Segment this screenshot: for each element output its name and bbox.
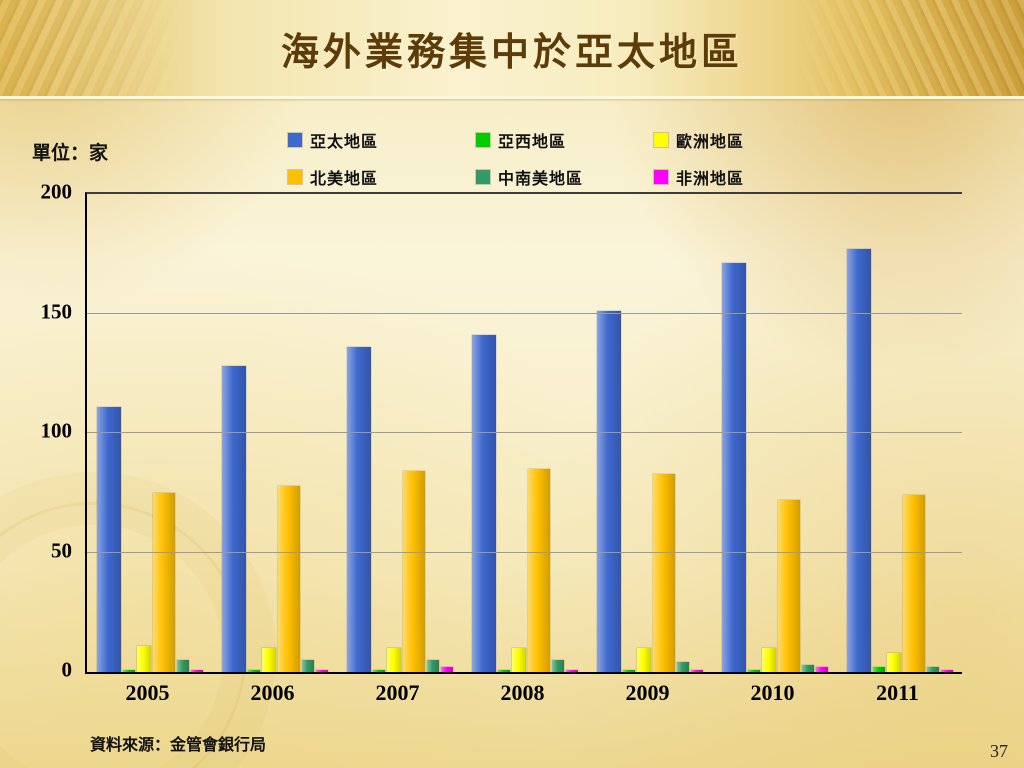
bar-group <box>837 194 962 672</box>
bar <box>122 669 135 672</box>
page-number: 37 <box>990 741 1008 761</box>
source-note: 資料來源：金管會銀行局 <box>90 737 267 754</box>
unit-label: 單位：家 <box>32 143 109 164</box>
bar <box>761 648 776 672</box>
bar <box>152 492 175 672</box>
x-tick-label: 2007 <box>375 680 420 705</box>
bar <box>497 669 510 672</box>
bar <box>652 473 675 672</box>
bar <box>801 664 814 672</box>
bar <box>221 366 246 672</box>
gridline <box>87 312 962 314</box>
money-decoration-left <box>0 0 180 96</box>
x-tick-label: 2006 <box>250 680 295 705</box>
gridline <box>87 551 962 553</box>
legend-label: 亞太地區 <box>310 134 379 151</box>
bar <box>247 669 260 672</box>
bar <box>315 669 328 672</box>
bar <box>277 485 300 672</box>
legend-label: 非洲地區 <box>676 171 745 188</box>
bar <box>346 346 371 672</box>
bar <box>176 660 189 672</box>
bar <box>426 660 439 672</box>
bar <box>596 311 621 672</box>
x-axis-labels: 2005 2006 2007 2008 2009 2010 2011 <box>85 680 960 706</box>
bar <box>902 495 925 672</box>
legend-swatch-icon <box>654 170 668 184</box>
bar <box>690 669 703 672</box>
bar-group <box>212 194 337 672</box>
y-tick-label: 0 <box>61 657 73 682</box>
y-tick-label: 50 <box>51 538 72 562</box>
bar <box>190 669 203 672</box>
chart-plot-area <box>85 192 962 674</box>
money-decoration-right <box>794 0 1024 96</box>
bar <box>872 667 885 672</box>
x-tick-label: 2010 <box>750 680 795 705</box>
bar <box>636 648 651 672</box>
bar <box>747 669 760 672</box>
slide-title: 海外業務集中於亞太地區 <box>280 31 743 74</box>
bar <box>301 660 314 672</box>
bar-group <box>87 194 212 672</box>
bar <box>777 499 800 672</box>
legend-swatch-icon <box>288 170 302 184</box>
legend-swatch-icon <box>476 133 490 147</box>
bar <box>721 263 746 672</box>
legend-item: 亞太地區 <box>288 128 476 152</box>
bar <box>551 660 564 672</box>
bar <box>886 652 901 672</box>
bar <box>261 648 276 672</box>
bar <box>815 667 828 672</box>
bar <box>402 471 425 672</box>
bar <box>136 645 151 672</box>
bar <box>527 468 550 672</box>
bar <box>846 248 871 672</box>
bar <box>676 662 689 672</box>
y-tick-label: 100 <box>40 418 73 443</box>
legend-item: 亞西地區 <box>476 128 654 152</box>
bar-group <box>462 194 587 672</box>
y-tick-label: 150 <box>40 299 73 323</box>
bar <box>386 648 401 672</box>
legend-swatch-icon <box>288 133 302 147</box>
chart-legend: 亞太地區 亞西地區 歐洲地區北美地區 中南美地區 非洲地區 <box>288 128 824 189</box>
gridline <box>87 432 962 433</box>
x-tick-label: 2009 <box>625 680 670 705</box>
bar <box>565 669 578 672</box>
legend-label: 北美地區 <box>310 171 379 188</box>
x-tick-label: 2008 <box>500 680 545 705</box>
bar-group <box>587 194 712 672</box>
legend-swatch-icon <box>476 170 490 184</box>
bar <box>940 669 953 672</box>
x-tick-label: 2011 <box>876 680 919 705</box>
bar-group <box>337 194 462 672</box>
bar <box>511 648 526 672</box>
bar <box>622 669 635 672</box>
legend-label: 歐洲地區 <box>676 134 745 151</box>
legend-swatch-icon <box>654 133 668 147</box>
legend-label: 亞西地區 <box>498 134 567 151</box>
bar <box>440 667 453 672</box>
bar-series-container <box>87 194 962 672</box>
legend-item: 歐洲地區 <box>654 128 824 152</box>
bar <box>372 669 385 672</box>
y-tick-label: 200 <box>40 179 73 204</box>
legend-label: 中南美地區 <box>498 171 584 188</box>
legend-item: 中南美地區 <box>476 165 654 189</box>
title-banner: 海外業務集中於亞太地區 <box>0 0 1024 99</box>
x-tick-label: 2005 <box>125 680 170 705</box>
bar <box>926 667 939 672</box>
bar <box>96 406 121 672</box>
legend-item: 北美地區 <box>288 165 476 189</box>
legend-item: 非洲地區 <box>654 165 824 189</box>
bar-group <box>712 194 837 672</box>
y-axis-labels: 0 50 100 150 200 <box>0 181 78 680</box>
bar <box>471 335 496 672</box>
